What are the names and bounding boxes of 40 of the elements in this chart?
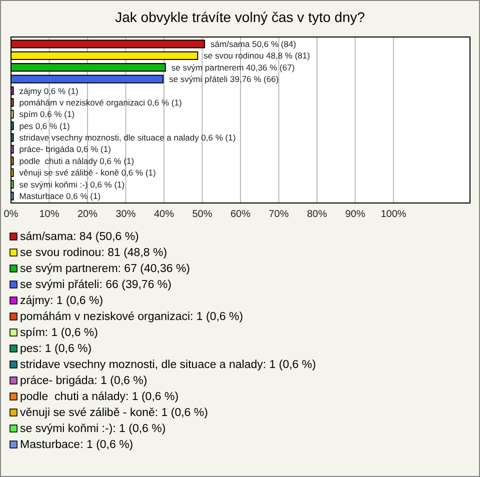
text: stridave vsechny moznosti, dle situace a nalady: 1 (0,6 %) bbox=[20, 359, 316, 371]
text: zájmy: 1 (0,6 %) bbox=[20, 295, 104, 307]
x-tick-label: 90% bbox=[345, 209, 366, 220]
category-label: se svou rodinou 48,8 % (81) bbox=[204, 50, 310, 61]
category-label: se svým partnerem 40,36 % (67) bbox=[171, 62, 295, 72]
category-label: spím 0,6 % (1) bbox=[19, 109, 75, 120]
category-label: věnuji se své zálibě - koně 0,6 % (1) bbox=[19, 168, 156, 178]
category-label: pomáhám v neziskové organizaci 0,6 % (1) bbox=[19, 97, 182, 108]
category-label: Masturbace 0,6 % (1) bbox=[19, 191, 101, 202]
category-label: pes 0,6 % (1) bbox=[19, 120, 70, 131]
category-label: stridave vsechny moznosti, dle situace a nalady 0,6 % (1) bbox=[19, 132, 236, 143]
text: se svými koňmi :-): 1 (0,6 %) bbox=[20, 423, 166, 435]
x-tick-label: 80% bbox=[306, 209, 328, 220]
x-tick-label: 70% bbox=[268, 209, 289, 220]
text: spím: 1 (0,6 %) bbox=[20, 327, 98, 339]
text: sám/sama: 84 (50,6 %) bbox=[20, 231, 140, 243]
x-tick-label: 10% bbox=[39, 209, 60, 220]
text: pomáhám v neziskové organizaci: 1 (0,6 %) bbox=[20, 311, 244, 323]
chart-title: Jak obvykle trávíte volný čas v tyto dny? bbox=[115, 9, 366, 25]
category-label: sám/sama 50,6 % (84) bbox=[210, 38, 296, 49]
text: pes: 1 (0,6 %) bbox=[20, 343, 92, 355]
x-tick-label: 0% bbox=[4, 209, 18, 220]
text: podle chuti a nálady: 1 (0,6 %) bbox=[20, 391, 179, 403]
category-label: se svými přáteli 39,76 % (66) bbox=[169, 74, 279, 84]
x-tick-label: 100% bbox=[380, 209, 406, 220]
text: věnuji se své zálibě - koně: 1 (0,6 %) bbox=[20, 407, 208, 419]
x-tick-label: 20% bbox=[77, 209, 98, 220]
text: práce- brigáda: 1 (0,6 %) bbox=[20, 375, 148, 387]
x-tick-label: 40% bbox=[154, 209, 174, 220]
category-label: práce- brigáda 0,6 % (1) bbox=[19, 144, 111, 154]
text: se svými přáteli: 66 (39,76 %) bbox=[20, 279, 172, 291]
category-label: zájmy 0,6 % (1) bbox=[19, 86, 78, 96]
text: Masturbace: 1 (0,6 %) bbox=[20, 439, 134, 451]
x-tick-label: 50% bbox=[192, 209, 212, 220]
text: se svou rodinou: 81 (48,8 %) bbox=[20, 247, 168, 259]
text: se svým partnerem: 67 (40,36 %) bbox=[20, 263, 190, 275]
category-label: podle chuti a nálady 0,6 % (1) bbox=[19, 156, 134, 166]
category-label: se svými koňmi :-) 0,6 % (1) bbox=[19, 179, 125, 190]
x-tick-label: 30% bbox=[116, 209, 136, 220]
x-tick-label: 60% bbox=[230, 209, 251, 220]
